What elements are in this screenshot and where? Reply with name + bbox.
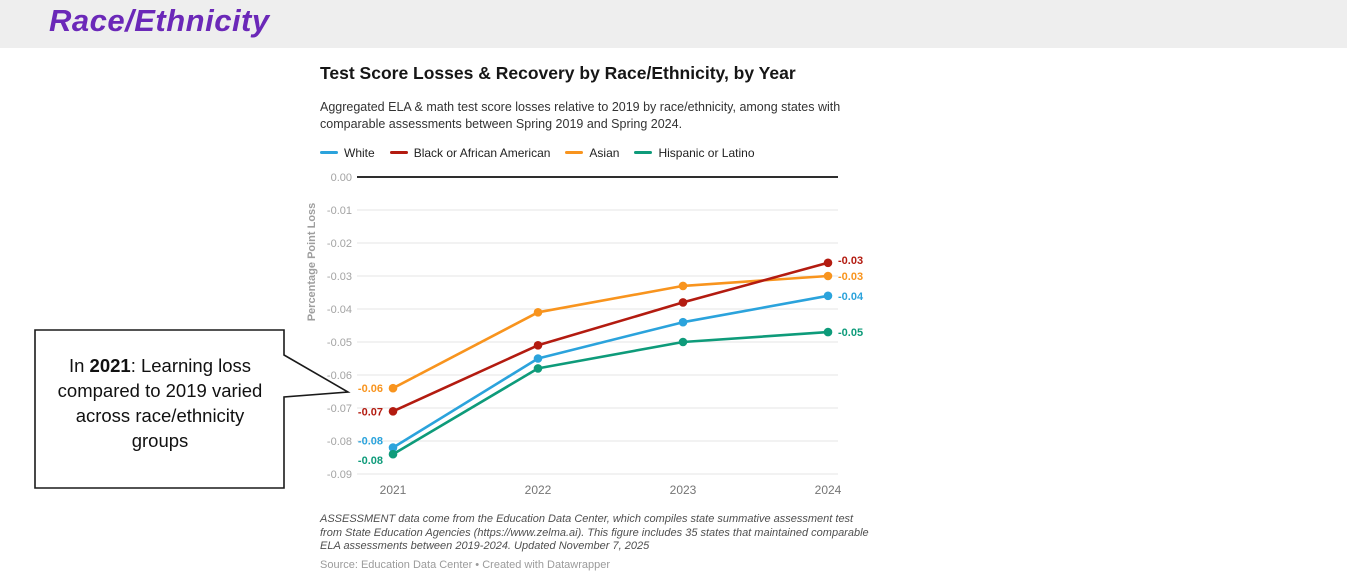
data-point [823,271,833,281]
legend-item: Hispanic or Latino [634,145,755,160]
legend-label: White [344,145,375,160]
x-tick-label: 2021 [380,483,407,497]
callout-text-prefix: In [68,355,90,376]
chart-source: Source: Education Data Center • Created … [320,559,611,571]
x-tick-label: 2022 [525,483,552,497]
y-tick-label: -0.01 [327,205,352,217]
series-start-value-label: -0.06 [358,383,383,395]
y-tick-label: -0.02 [327,238,352,250]
y-tick-label: 0.00 [331,172,352,184]
legend-swatch [565,151,584,154]
y-tick-label: -0.03 [327,271,352,283]
section-banner: Race/Ethnicity [0,0,1347,48]
data-point [388,407,398,416]
callout-bubble-shape [34,329,351,489]
callout-text-bold: 2021 [89,355,131,376]
legend-item: Asian [565,146,619,160]
data-point [388,383,398,393]
data-point [823,327,833,337]
series-line [392,330,829,456]
chart-title: Test Score Losses & Recovery by Race/Eth… [320,63,796,83]
x-tick-label: 2023 [670,483,697,497]
line-chart: 0.00-0.01-0.02-0.03-0.04-0.05-0.06-0.07-… [306,172,864,497]
data-point [533,364,543,373]
series-start-value-label: -0.08 [358,436,383,448]
series-end-value-label: -0.03 [838,255,863,267]
legend-swatch [389,151,408,154]
data-point [388,443,398,452]
legend-label: Hispanic or Latino [658,145,755,160]
data-point [388,449,398,459]
series-end-value-label: -0.04 [838,291,864,303]
chart-notes: ASSESSMENT data come from the Education … [320,513,869,552]
callout-text-suffix: : Learning loss compared to 2019 varied … [57,355,263,451]
y-tick-label: -0.08 [327,436,352,448]
section-title: Race/Ethnicity [49,3,270,38]
data-point [678,337,688,347]
y-tick-label: -0.04 [327,304,352,316]
legend-item: Black or African American [389,145,551,160]
series-line [392,294,829,449]
data-point [678,317,688,327]
series-end-value-label: -0.03 [838,271,863,283]
data-point [533,341,543,350]
callout-text: In 2021: Learning loss compared to 2019 … [46,353,274,453]
series-end-value-label: -0.05 [838,327,863,339]
legend-label: Black or African American [413,145,551,160]
y-tick-label: -0.09 [327,469,352,481]
series-line [392,274,829,390]
chart-subtitle: Aggregated ELA & math test score losses … [320,100,841,131]
series-start-value-label: -0.08 [358,455,383,467]
x-tick-label: 2024 [815,483,842,497]
chart-legend: White Black or African American Asian Hispa… [320,143,920,160]
callout-bubble [34,329,351,489]
y-axis-title: Percentage Point Loss [306,203,318,322]
data-point [533,308,543,317]
data-point [533,354,543,363]
data-point [678,281,688,291]
legend-item: White [320,146,375,160]
series-line [392,261,829,413]
legend-swatch [320,151,338,154]
legend-label: Asian [589,145,620,160]
series-start-value-label: -0.07 [358,406,383,418]
data-point [823,258,833,268]
data-point [823,291,833,301]
data-point [678,298,688,307]
y-tick-label: -0.05 [327,337,352,349]
y-tick-label: -0.06 [327,370,352,382]
y-tick-label: -0.07 [327,403,352,415]
legend-swatch [634,151,653,154]
